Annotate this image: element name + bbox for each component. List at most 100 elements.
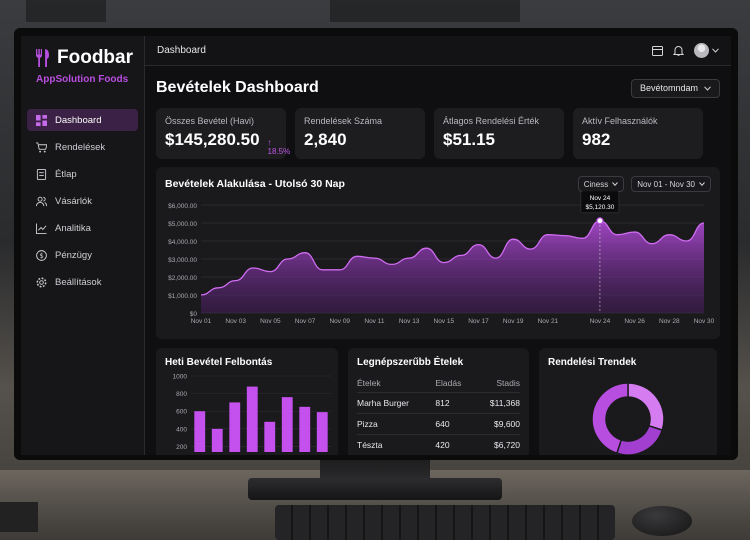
order-trends-donut-chart[interactable] xyxy=(548,372,708,455)
date-range-dropdown[interactable]: Bevétomndam xyxy=(630,78,720,98)
fork-knife-icon xyxy=(36,49,49,67)
order-trends-card: Rendelési Trendek xyxy=(539,348,717,455)
y-tick-label: $3,000.00 xyxy=(168,257,197,264)
brand-name: Foodbar xyxy=(57,47,133,68)
bar xyxy=(299,406,311,455)
card-title: Rendelési Trendek xyxy=(548,357,637,368)
sidebar-item-settings[interactable]: Beállítások xyxy=(27,271,138,293)
sidebar-item-label: Étlap xyxy=(55,168,77,180)
column-header[interactable]: Eladás xyxy=(435,376,475,393)
chart-date-range-dropdown[interactable]: Nov 01 - Nov 30 xyxy=(631,176,711,192)
y-tick-label: $0 xyxy=(190,311,198,318)
sidebar-item-label: Analitika xyxy=(55,222,91,234)
y-tick-label: $4,000.00 xyxy=(168,239,197,246)
tooltip-value: $5,120.30 xyxy=(585,204,614,211)
column-header[interactable]: Ételek xyxy=(357,376,436,393)
kpi-value: 982 xyxy=(582,130,611,149)
dish-sales: 640 xyxy=(435,413,475,435)
brand-subtitle: AppSolution Foods xyxy=(36,74,129,85)
donut-slice xyxy=(615,424,664,455)
kpi-label: Átlagos Rendelési Érték xyxy=(443,116,540,126)
chevron-down-icon xyxy=(704,85,711,91)
kpi-card-active-users[interactable]: Aktív Felhasználók 982 xyxy=(573,108,703,159)
table-row[interactable]: Marha Burger 812 $11,368 xyxy=(357,392,520,414)
x-tick-label: Nov 15 xyxy=(434,318,455,325)
top-dishes-table: Ételek Eladás Stadis Marha Burger 812 $1… xyxy=(357,376,520,455)
y-tick-label: 1000 xyxy=(173,374,188,381)
x-tick-label: Nov 03 xyxy=(225,318,246,325)
brand-logo[interactable]: Foodbar xyxy=(21,44,144,72)
table-row[interactable]: Tészta 420 $6,720 xyxy=(357,434,520,455)
x-tick-label: Nov 19 xyxy=(503,318,524,325)
app-screen: Foodbar AppSolution Foods Dashboard Rend… xyxy=(21,36,731,455)
gear-icon xyxy=(36,277,47,287)
calendar-icon[interactable] xyxy=(652,45,663,56)
sidebar-item-label: Dashboard xyxy=(55,114,102,126)
svg-text:$: $ xyxy=(39,251,43,259)
top-dishes-card: Legnépszerűbb Ételek Ételek Eladás Stadi… xyxy=(348,348,529,455)
kpi-card-avg-order[interactable]: Átlagos Rendelési Érték $51.15 xyxy=(434,108,564,159)
monitor: Foodbar AppSolution Foods Dashboard Rend… xyxy=(14,28,738,460)
sidebar-item-finance[interactable]: $ Pénzügy xyxy=(27,244,138,266)
cart-icon xyxy=(36,141,47,153)
y-tick-label: 800 xyxy=(176,391,187,398)
donut-slice xyxy=(591,382,629,455)
chart-filter-dropdown[interactable]: Ciness xyxy=(577,176,625,192)
avatar xyxy=(694,43,709,58)
background-window xyxy=(26,0,106,22)
bar xyxy=(194,411,206,455)
keyboard xyxy=(275,505,615,540)
chart-filter-label: Ciness xyxy=(583,179,609,189)
breadcrumb: Dashboard xyxy=(157,45,206,56)
sidebar-item-dashboard[interactable]: Dashboard xyxy=(27,109,138,131)
revenue-area-chart[interactable]: $0 $1,000.00 $2,000.00 $3,000.00 $4,000.00 $5… xyxy=(156,191,716,337)
dish-sales: 420 xyxy=(435,434,475,455)
dish-revenue: $6,720 xyxy=(474,434,520,455)
sidebar-item-label: Vásárlók xyxy=(55,195,92,207)
dish-name: Pizza xyxy=(357,413,436,435)
sidebar-nav: Dashboard Rendelések Étlap Vásárlók Anal… xyxy=(21,109,144,293)
bar xyxy=(211,428,223,455)
sidebar-item-customers[interactable]: Vásárlók xyxy=(27,190,138,212)
kpi-value: 2,840 xyxy=(304,130,347,149)
sidebar-item-label: Beállítások xyxy=(55,276,102,288)
background-window xyxy=(330,0,520,22)
y-tick-label: 600 xyxy=(176,409,187,416)
chart-title: Bevételek Alakulása - Utolsó 30 Nap xyxy=(165,178,345,190)
sidebar-item-analytics[interactable]: Analitika xyxy=(27,217,138,239)
dollar-icon: $ xyxy=(36,249,47,261)
dish-revenue: $11,368 xyxy=(474,392,520,414)
weekly-bar-chart[interactable]: 200 400 600 800 1000 xyxy=(165,372,333,455)
dish-sales: 812 xyxy=(435,392,475,414)
y-tick-label: $1,000.00 xyxy=(168,293,197,300)
page-title: Bevételek Dashboard xyxy=(156,79,319,96)
y-tick-label: 400 xyxy=(176,426,187,433)
series-line xyxy=(200,220,705,296)
dish-revenue: $9,600 xyxy=(474,413,520,435)
x-tick-label: Nov 28 xyxy=(659,318,680,325)
sidebar-item-label: Rendelések xyxy=(55,141,106,153)
chevron-down-icon xyxy=(612,182,619,186)
bar xyxy=(264,421,276,455)
topbar-actions xyxy=(652,43,719,58)
sidebar-item-menu[interactable]: Étlap xyxy=(27,163,138,185)
y-tick-label: $5,000.00 xyxy=(168,221,197,228)
tooltip-date: Nov 24 xyxy=(590,195,611,202)
kpi-card-total-revenue[interactable]: Összes Bevétel (Havi) $145,280.50 ↑ 18.5% xyxy=(156,108,290,159)
column-header[interactable]: Stadis xyxy=(474,376,520,393)
sidebar-item-orders[interactable]: Rendelések xyxy=(27,136,138,158)
kpi-card-orders[interactable]: Rendelések Száma 2,840 xyxy=(295,108,425,159)
topbar: Dashboard xyxy=(145,36,731,66)
chevron-down-icon xyxy=(699,182,705,186)
bar xyxy=(316,412,328,455)
sidebar: Foodbar AppSolution Foods Dashboard Rend… xyxy=(21,36,145,455)
x-tick-label: Nov 30 xyxy=(694,318,715,325)
card-title: Heti Bevétel Felbontás xyxy=(165,357,273,368)
x-tick-label: Nov 21 xyxy=(538,318,559,325)
menu-icon xyxy=(36,168,47,180)
x-tick-label: Nov 11 xyxy=(364,318,384,325)
bell-icon[interactable] xyxy=(673,45,684,56)
y-tick-label: $6,000.00 xyxy=(168,203,197,210)
table-row[interactable]: Pizza 640 $9,600 xyxy=(357,413,520,435)
user-menu[interactable] xyxy=(694,43,719,58)
